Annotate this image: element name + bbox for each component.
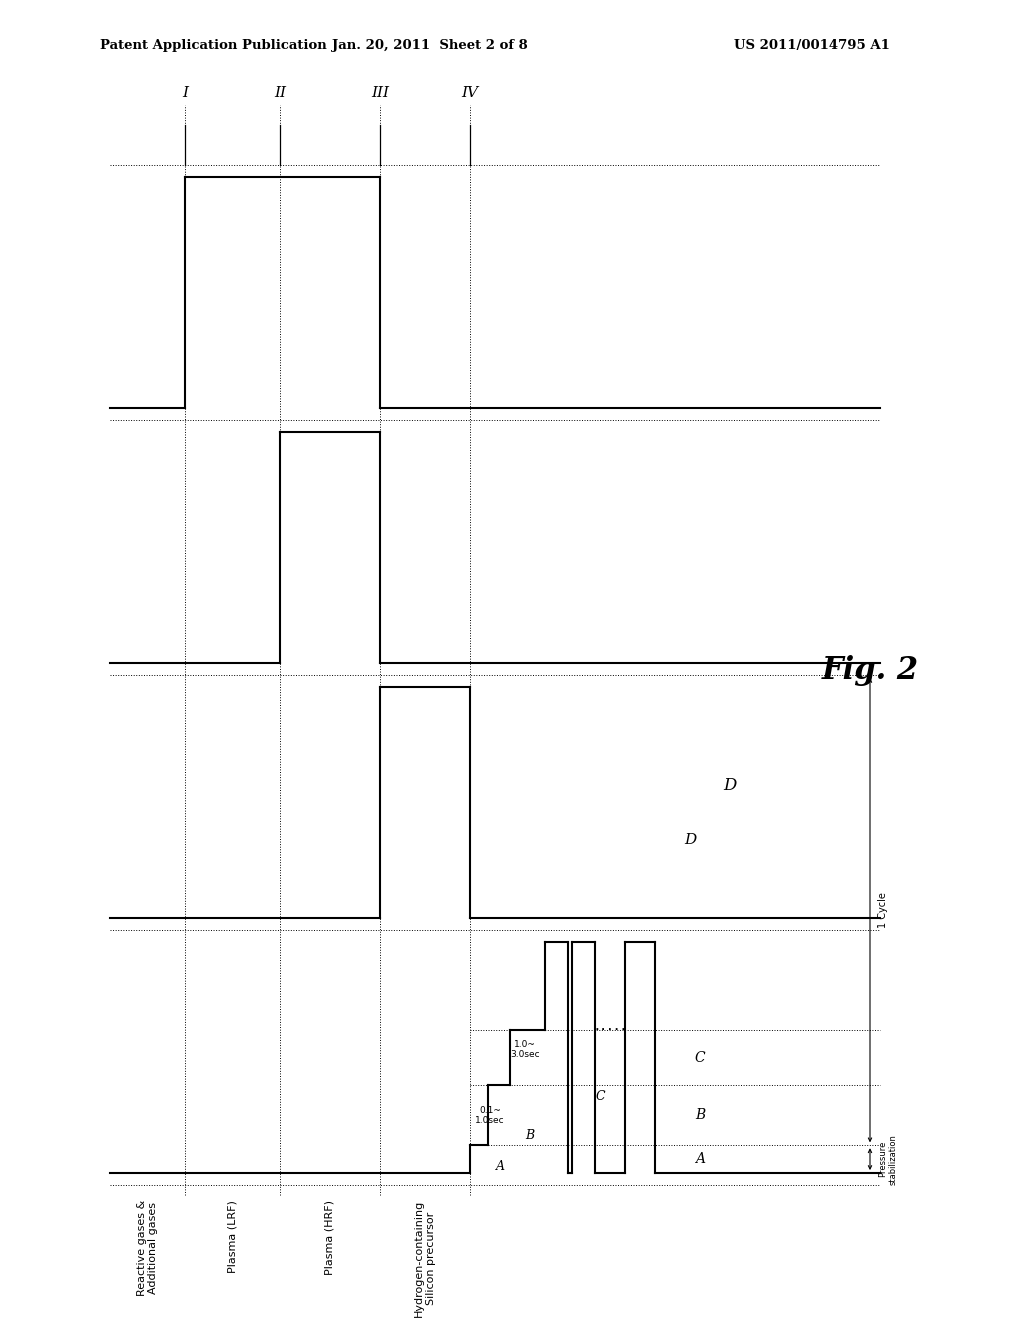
Text: D: D — [684, 833, 696, 847]
Text: Plasma (LRF): Plasma (LRF) — [227, 1200, 238, 1272]
Text: Pressure
stabilization: Pressure stabilization — [878, 1134, 897, 1184]
Text: Fig. 2: Fig. 2 — [821, 655, 919, 685]
Text: Jan. 20, 2011  Sheet 2 of 8: Jan. 20, 2011 Sheet 2 of 8 — [332, 38, 528, 51]
Text: Reactive gases &
Additional gases: Reactive gases & Additional gases — [136, 1200, 159, 1296]
Text: I: I — [182, 86, 188, 100]
Text: A: A — [496, 1160, 505, 1173]
Text: Hydrogen-containing
Silicon precursor: Hydrogen-containing Silicon precursor — [414, 1200, 436, 1317]
Text: D: D — [723, 777, 736, 795]
Text: 0.1~
1.0sec: 0.1~ 1.0sec — [475, 1106, 505, 1125]
Text: III: III — [371, 86, 389, 100]
Text: C: C — [595, 1090, 605, 1104]
Text: A: A — [695, 1152, 705, 1166]
Text: IV: IV — [462, 86, 478, 100]
Text: .....: ..... — [593, 1023, 627, 1032]
Text: Plasma (HRF): Plasma (HRF) — [325, 1200, 335, 1275]
Text: B: B — [695, 1109, 706, 1122]
Text: B: B — [525, 1129, 535, 1142]
Text: 1.0~
3.0sec: 1.0~ 3.0sec — [510, 1040, 540, 1059]
Text: 1 Cycle: 1 Cycle — [878, 892, 888, 928]
Text: US 2011/0014795 A1: US 2011/0014795 A1 — [734, 38, 890, 51]
Text: II: II — [274, 86, 286, 100]
Text: C: C — [694, 1051, 706, 1064]
Text: Patent Application Publication: Patent Application Publication — [100, 38, 327, 51]
